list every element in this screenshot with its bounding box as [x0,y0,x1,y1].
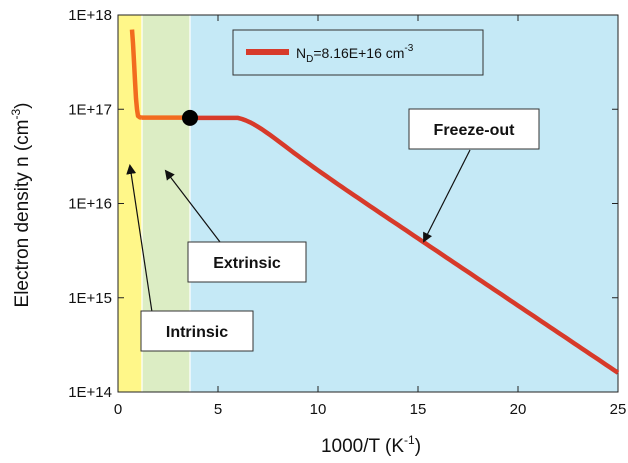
annotation-box-freeze-out [408,108,540,150]
axis-ticks: 0 5 10 15 20 25 1E+14 1E+15 1E+16 1E+17 1E+18 [68,7,626,418]
x-tick-label: 5 [214,401,222,418]
annotation-box-intrinsic [140,310,254,352]
annotation-box-extrinsic [187,241,307,283]
legend: ND=8.16E+16 cm-3 [232,29,484,76]
annotations: Intrinsic Extrinsic Freeze-out [126,108,540,352]
y-tick-label: 1E+16 [68,196,112,213]
annotation-label-intrinsic: Intrinsic [166,324,228,341]
y-tick-label: 1E+14 [68,384,112,401]
x-tick-label: 20 [510,401,527,418]
transition-marker [182,109,198,126]
x-tick-label: 25 [610,401,627,418]
x-tick-label: 0 [114,401,122,418]
annotation-arrow-extrinsic [164,169,221,243]
x-tick-label: 15 [410,401,427,418]
region-freeze-out [190,15,618,392]
x-tick-label: 10 [310,401,327,418]
annotation-label-extrinsic: Extrinsic [213,255,281,272]
x-axis-label: 1000/T (K-1) [321,433,421,457]
series-lines [129,29,620,375]
series-line-freeze-out [190,115,620,375]
y-axis-label: Electron density n (cm-3) [9,103,33,308]
annotation-label-freeze-out: Freeze-out [434,122,516,139]
annotation-arrow-intrinsic [126,164,153,313]
series-line-intrinsic [129,29,143,120]
annotation-arrow-freeze-out [423,149,471,243]
y-tick-label: 1E+17 [68,101,112,118]
y-tick-label: 1E+18 [68,7,112,24]
legend-label: ND=8.16E+16 cm-3 [296,43,414,65]
temperature-regions [118,15,618,392]
y-tick-label: 1E+15 [68,290,112,307]
